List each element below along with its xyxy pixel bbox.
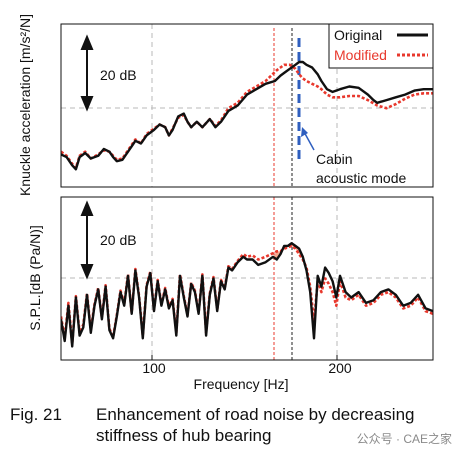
- cabin-annotation: Cabin acoustic mode: [301, 127, 406, 186]
- x-tick-label: 200: [328, 360, 352, 376]
- caption-line-2: stiffness of hub bearing: [96, 426, 272, 445]
- bottom-series-group: [61, 241, 433, 348]
- bottom-20db-arrow: [80, 200, 94, 280]
- legend-box: [328, 23, 434, 69]
- reference-lines: [273, 28, 293, 360]
- top-series-line-original: [61, 60, 433, 171]
- caption-number: Fig. 21: [10, 405, 62, 424]
- bottom-y-axis-label: S.P.L.[dB (Pa/N)]: [27, 225, 43, 331]
- bottom-series-line-modified: [61, 244, 433, 346]
- legend-label-modified: Modified: [334, 47, 387, 63]
- cabin-label-line2: acoustic mode: [316, 170, 406, 186]
- watermark: 公众号 · CAE之家: [356, 432, 452, 446]
- bottom-scale-label: 20 dB: [100, 232, 137, 248]
- legend-label-original: Original: [334, 27, 382, 43]
- figure-caption: Fig. 21 Enhancement of road noise by decr…: [10, 404, 462, 446]
- bottom-series-line-original: [61, 241, 433, 348]
- top-scale-label: 20 dB: [100, 67, 137, 83]
- x-tick-labels: 100 200: [142, 360, 352, 376]
- top-20db-arrow: [80, 34, 94, 112]
- cabin-annotation-arrowhead: [301, 127, 308, 137]
- cabin-label-line1: Cabin: [316, 151, 353, 167]
- top-y-axis-label: Knuckle acceleration [m/s²/N]: [17, 14, 33, 196]
- x-tick-marks: [151, 355, 338, 360]
- top-y-axis-label-text: Knuckle acceleration [m/s²/N]: [17, 14, 33, 196]
- legend: Original Modified: [328, 23, 434, 69]
- top-series-group: [61, 60, 433, 171]
- caption-line-1: Fig. 21 Enhancement of road noise by decr…: [10, 404, 462, 425]
- x-tick-label: 100: [142, 360, 166, 376]
- x-axis-label: Frequency [Hz]: [194, 376, 289, 392]
- bottom-axes-frame: [60, 196, 434, 361]
- top-axes-frame: [60, 23, 434, 188]
- caption-text-1: Enhancement of road noise by decreasing: [96, 405, 415, 424]
